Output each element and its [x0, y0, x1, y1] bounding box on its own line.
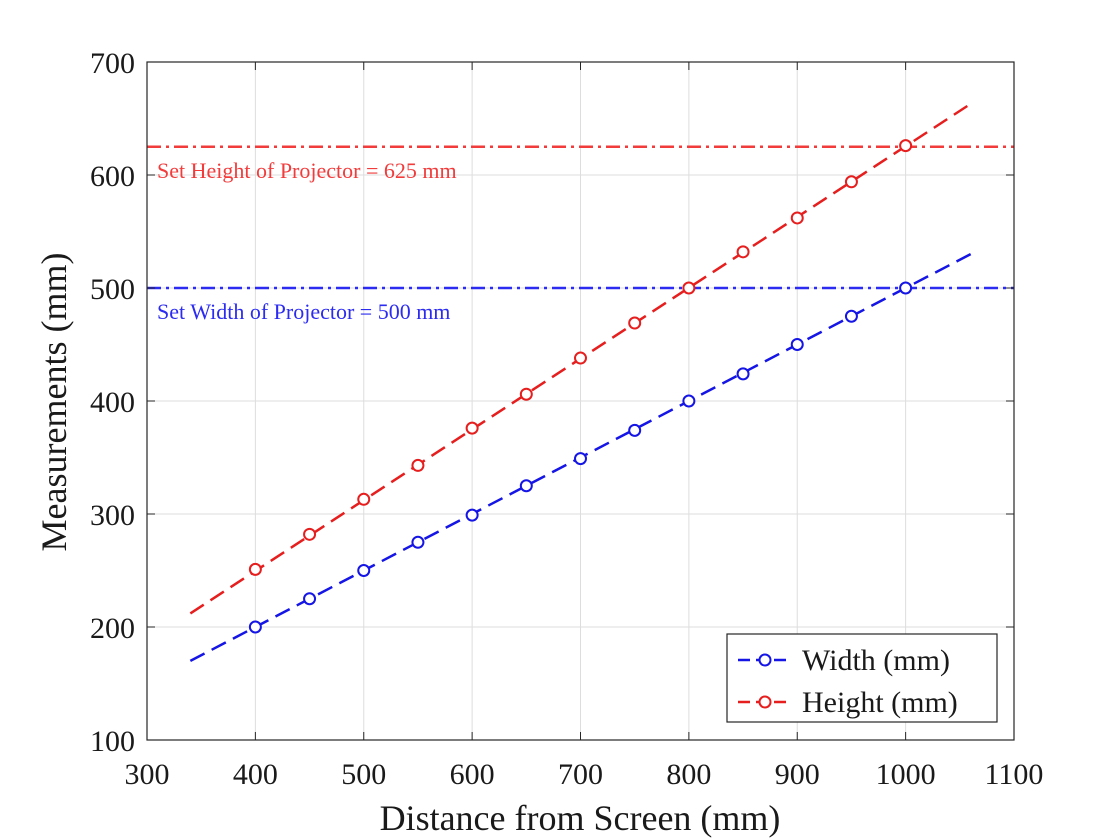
data-point [248, 620, 262, 634]
data-point [736, 367, 750, 381]
x-tick-label: 500 [341, 758, 386, 791]
y-tick-label: 100 [90, 725, 135, 758]
data-point [303, 592, 317, 606]
data-series [189, 102, 972, 663]
data-point [790, 338, 804, 351]
x-tick-label: 700 [558, 758, 603, 791]
data-point [411, 458, 425, 472]
data-point [790, 211, 804, 225]
legend-marker [758, 695, 772, 709]
x-tick-label: 600 [450, 758, 495, 791]
data-point [411, 535, 425, 549]
y-axis-label: Measurements (mm) [34, 253, 74, 552]
legend-marker [758, 653, 772, 667]
data-point [682, 281, 696, 295]
data-point [519, 387, 533, 401]
axis-ticks: 300 400 500 600 700 800 900 1000 1100 100 200 300 40… [90, 47, 1043, 791]
y-tick-label: 500 [90, 273, 135, 306]
legend: Width (mm) Height (mm) [726, 633, 998, 723]
x-tick-label: 800 [666, 758, 711, 791]
x-tick-label: 400 [233, 758, 278, 791]
y-tick-label: 200 [90, 612, 135, 645]
data-point [357, 492, 371, 506]
x-tick-label: 300 [125, 758, 170, 791]
y-tick-label: 400 [90, 386, 135, 419]
legend-label-width: Width (mm) [802, 644, 950, 677]
data-point [519, 479, 533, 493]
data-point [357, 564, 371, 577]
x-tick-label: 1000 [876, 758, 936, 791]
y-tick-label: 300 [90, 499, 135, 532]
data-point [574, 351, 587, 365]
x-tick-label: 1100 [985, 758, 1044, 791]
data-point [248, 562, 262, 576]
data-point [465, 508, 479, 522]
x-axis-label: Distance from Screen (mm) [380, 798, 781, 838]
data-point [465, 421, 479, 435]
width-reference-label: Set Width of Projector = 500 mm [157, 299, 450, 324]
data-point [899, 281, 913, 295]
data-point [844, 309, 858, 323]
data-point [303, 527, 317, 541]
y-tick-label: 600 [90, 160, 135, 193]
data-point [682, 394, 696, 408]
data-point [628, 316, 642, 330]
legend-box [726, 633, 998, 723]
legend-label-height: Height (mm) [802, 686, 958, 719]
data-point [899, 139, 913, 153]
reference-lines [147, 145, 1014, 290]
height-reference-label: Set Height of Projector = 625 mm [157, 158, 457, 183]
x-tick-label: 900 [775, 758, 820, 791]
data-point [628, 423, 642, 437]
data-point [844, 175, 858, 189]
data-point [736, 245, 750, 259]
data-point [574, 452, 587, 466]
y-tick-label: 700 [90, 47, 135, 80]
